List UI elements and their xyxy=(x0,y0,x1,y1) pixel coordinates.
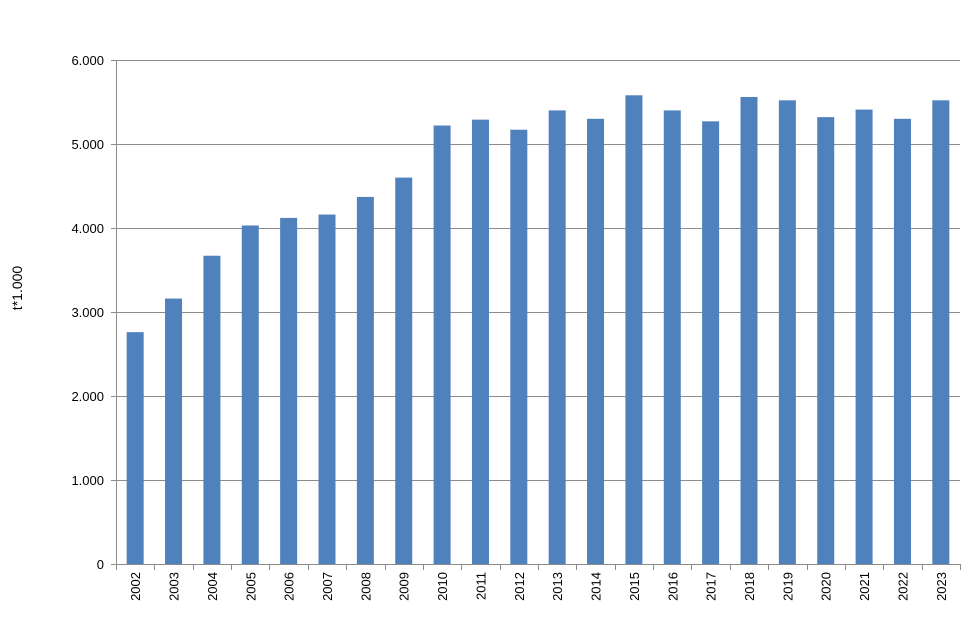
x-tick-label: 2023 xyxy=(934,572,949,601)
y-tick-label: 3.000 xyxy=(71,305,104,320)
bar-2016 xyxy=(663,110,681,565)
y-axis-tick-labels: 0 1.000 2.000 3.000 4.000 5.000 6.000 xyxy=(71,53,104,572)
bar-2014 xyxy=(587,118,605,565)
y-tick-label: 1.000 xyxy=(71,473,104,488)
bar-2009 xyxy=(395,177,413,564)
x-tick-label: 2019 xyxy=(780,572,795,601)
y-tick-label: 6.000 xyxy=(71,53,104,68)
x-tick-label: 2002 xyxy=(128,572,143,601)
x-tick-label: 2016 xyxy=(665,572,680,601)
bar-2012 xyxy=(510,129,528,564)
bar-2018 xyxy=(740,96,758,565)
bar-2003 xyxy=(165,298,183,564)
bar-2022 xyxy=(893,118,911,565)
x-tick-label: 2011 xyxy=(473,572,488,600)
bar-2004 xyxy=(203,255,221,564)
y-axis-title: t*1.000 xyxy=(9,266,25,311)
bar-2019 xyxy=(778,100,796,564)
x-tick-label: 2013 xyxy=(550,572,565,601)
bar-2011 xyxy=(471,119,489,564)
x-tick-label: 2006 xyxy=(282,572,297,601)
bar-2006 xyxy=(280,217,298,565)
x-tick-label: 2012 xyxy=(512,572,527,601)
y-tick-label: 5.000 xyxy=(71,137,104,152)
x-tick-label: 2022 xyxy=(895,572,910,601)
y-tick-label: 4.000 xyxy=(71,221,104,236)
bar-2015 xyxy=(625,95,643,564)
x-axis-tick-labels: 2002 2003 2004 2005 2006 2007 2008 2009 2010 2011… xyxy=(128,572,949,601)
bar-2007 xyxy=(318,214,336,564)
bar-2013 xyxy=(548,110,566,565)
x-tick-label: 2009 xyxy=(397,572,412,601)
bar-2017 xyxy=(702,121,720,564)
bar-2008 xyxy=(356,196,374,565)
x-tick-label: 2010 xyxy=(435,572,450,601)
x-tick-label: 2003 xyxy=(167,572,182,601)
bar-2023 xyxy=(932,100,950,564)
bar-2002 xyxy=(126,332,144,564)
x-tick-label: 2014 xyxy=(589,572,604,601)
x-tick-label: 2007 xyxy=(320,572,335,601)
axes xyxy=(111,60,961,570)
x-tick-label: 2005 xyxy=(243,572,258,601)
x-tick-label: 2020 xyxy=(819,572,834,601)
x-tick-label: 2008 xyxy=(358,572,373,601)
x-tick-label: 2004 xyxy=(205,572,220,601)
x-tick-label: 2017 xyxy=(704,572,719,601)
bar-2005 xyxy=(241,225,259,565)
bar-series xyxy=(126,95,950,565)
bar-2021 xyxy=(855,109,873,564)
x-tick-label: 2015 xyxy=(627,572,642,601)
y-tick-label: 2.000 xyxy=(71,389,104,404)
x-tick-label: 2018 xyxy=(742,572,757,601)
y-tick-label: 0 xyxy=(97,557,104,572)
bar-2010 xyxy=(433,125,451,565)
bar-2020 xyxy=(817,117,835,565)
x-tick-label: 2021 xyxy=(857,572,872,601)
